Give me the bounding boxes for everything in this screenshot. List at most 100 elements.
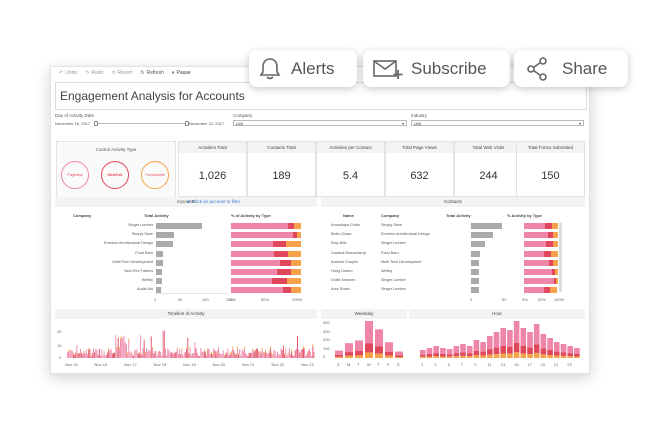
kpi-total-forms-submitted: Total Forms Submitted 150: [516, 141, 585, 197]
total-activity-bar: [156, 223, 202, 229]
activity-type-segment: [231, 241, 273, 248]
formsubmit-toggle[interactable]: FormSubmit: [141, 161, 169, 189]
table-row[interactable]: Multi Tech Development: [51, 259, 317, 267]
revert-button[interactable]: ⟲ Revert: [111, 70, 132, 76]
timeline-y-tick: 20: [57, 329, 62, 334]
kpi-label: Total Forms Submitted: [517, 142, 584, 153]
share-icon: [527, 56, 547, 81]
hour-x-tick: 17: [527, 362, 532, 367]
activity-type-segment: [280, 259, 291, 266]
timeline-bar: [167, 348, 169, 358]
timeline-bar: [188, 353, 190, 358]
timeline-bar: [166, 355, 168, 358]
timeline-bar: [220, 354, 222, 358]
industry-dropdown[interactable]: (All) ▾: [411, 120, 584, 126]
date-slider-end-handle[interactable]: [185, 121, 189, 126]
timeline-bar: [134, 349, 136, 358]
timeline-bar: [203, 349, 205, 352]
timeline-bar: [264, 352, 265, 355]
timeline-bar: [238, 354, 239, 358]
timeline-bar: [96, 349, 98, 358]
hour-bar: [446, 354, 453, 357]
hour-chart: [420, 321, 580, 358]
timeline-bar: [207, 347, 209, 350]
weekday-bar: [395, 355, 403, 358]
total-activity-bar: [471, 232, 493, 239]
activity-type-segment: [283, 287, 291, 294]
timeline-bar: [180, 354, 182, 358]
timeline-bar: [258, 351, 260, 354]
hour-bar: [433, 356, 439, 358]
weekday-bar: [335, 355, 343, 357]
timeline-bar: [185, 352, 186, 358]
timeline-bar: [256, 348, 258, 358]
timeline-bar: [85, 349, 87, 358]
timeline-bar: [246, 354, 248, 358]
table-row[interactable]: Bella Chase Emerion Architectural Design: [51, 231, 589, 239]
company-dropdown[interactable]: (All) ▾: [233, 120, 407, 126]
redo-button[interactable]: ↷ Redo: [85, 70, 103, 76]
timeline-bar: [265, 349, 267, 352]
table-row[interactable]: Autonia Chaplin Multi Tech Development: [51, 259, 589, 267]
pageview-label: Pageview: [67, 173, 83, 177]
timeline-bar: [193, 352, 195, 358]
hour-bar: [433, 346, 439, 354]
timeline-bar: [268, 350, 270, 353]
timeline-bar: [72, 354, 74, 358]
date-slider-start-handle[interactable]: [94, 121, 98, 126]
table-row[interactable]: Emerion Architectural Design: [51, 240, 317, 248]
timeline-chart: [67, 330, 315, 358]
activity-type-segment: [287, 278, 301, 285]
alerts-button[interactable]: Alerts: [249, 50, 357, 87]
timeline-x-tick: Nov 15: [65, 362, 78, 367]
timeline-bar: [88, 349, 90, 358]
timeline-bar: [293, 355, 295, 358]
hour-bar: [493, 347, 500, 355]
total-activity-bar: [471, 241, 485, 248]
hour-bar: [500, 346, 506, 354]
share-button[interactable]: Share: [514, 50, 628, 87]
subscribe-button[interactable]: Subscribe: [363, 50, 510, 87]
table-row[interactable]: Singer Lumber: [51, 222, 317, 230]
hour-bar: [440, 354, 446, 357]
table-row[interactable]: Amankaya Cirdin Simply Save: [51, 222, 589, 230]
table-row[interactable]: New-Fire Fabrics: [51, 268, 317, 276]
contacts-scrollbar[interactable]: [559, 222, 562, 292]
pageview-toggle[interactable]: Pageview: [61, 161, 89, 189]
timeline-bar: [308, 348, 310, 358]
table-row[interactable]: Simply Save: [51, 231, 317, 239]
weekday-bar: [385, 342, 393, 352]
timeline-bar: [262, 351, 264, 358]
date-slider-track[interactable]: [95, 123, 187, 124]
table-row[interactable]: Elay Britt Singer Lumber: [51, 240, 589, 248]
table-row[interactable]: Wellby: [51, 277, 317, 285]
company-cell: Singer Lumber: [128, 223, 153, 227]
accounts-col-company: Company: [73, 213, 92, 218]
table-row[interactable]: Cassius Beauchamp Food Barn: [51, 250, 589, 258]
timeline-bar: [92, 348, 94, 358]
timeline-bar: [68, 350, 70, 353]
table-row[interactable]: Hung Dorton Wellby: [51, 268, 589, 276]
table-row[interactable]: Ares Rubin Singer Lumber: [51, 286, 589, 294]
timeline-bar: [144, 353, 146, 358]
table-row[interactable]: Food Barn: [51, 250, 317, 258]
timeline-bar: [225, 353, 227, 356]
timeline-bar: [304, 347, 306, 350]
timeline-bar: [138, 352, 140, 355]
industry-dropdown-value: (All): [414, 121, 422, 126]
refresh-button[interactable]: ↻ Refresh: [140, 70, 164, 76]
webvisit-toggle[interactable]: WebVisit: [101, 161, 129, 189]
weekday-x-tick: M: [347, 362, 351, 367]
timeline-bar: [173, 353, 175, 358]
activity-type-segment: [524, 278, 554, 285]
contact-name-cell: Ares Rubin: [331, 287, 350, 292]
timeline-bar: [232, 346, 234, 349]
timeline-bar: [255, 348, 257, 358]
timeline-bar: [104, 354, 106, 358]
table-row[interactable]: Audio Aid: [51, 286, 317, 294]
hour-bar: [446, 349, 453, 355]
total-activity-bar: [471, 278, 479, 285]
undo-button[interactable]: ↶ Undo: [59, 70, 77, 76]
table-row[interactable]: Dollie Antunez Singer Lumber: [51, 277, 589, 285]
pause-button[interactable]: ⏸ Pause: [172, 70, 191, 76]
